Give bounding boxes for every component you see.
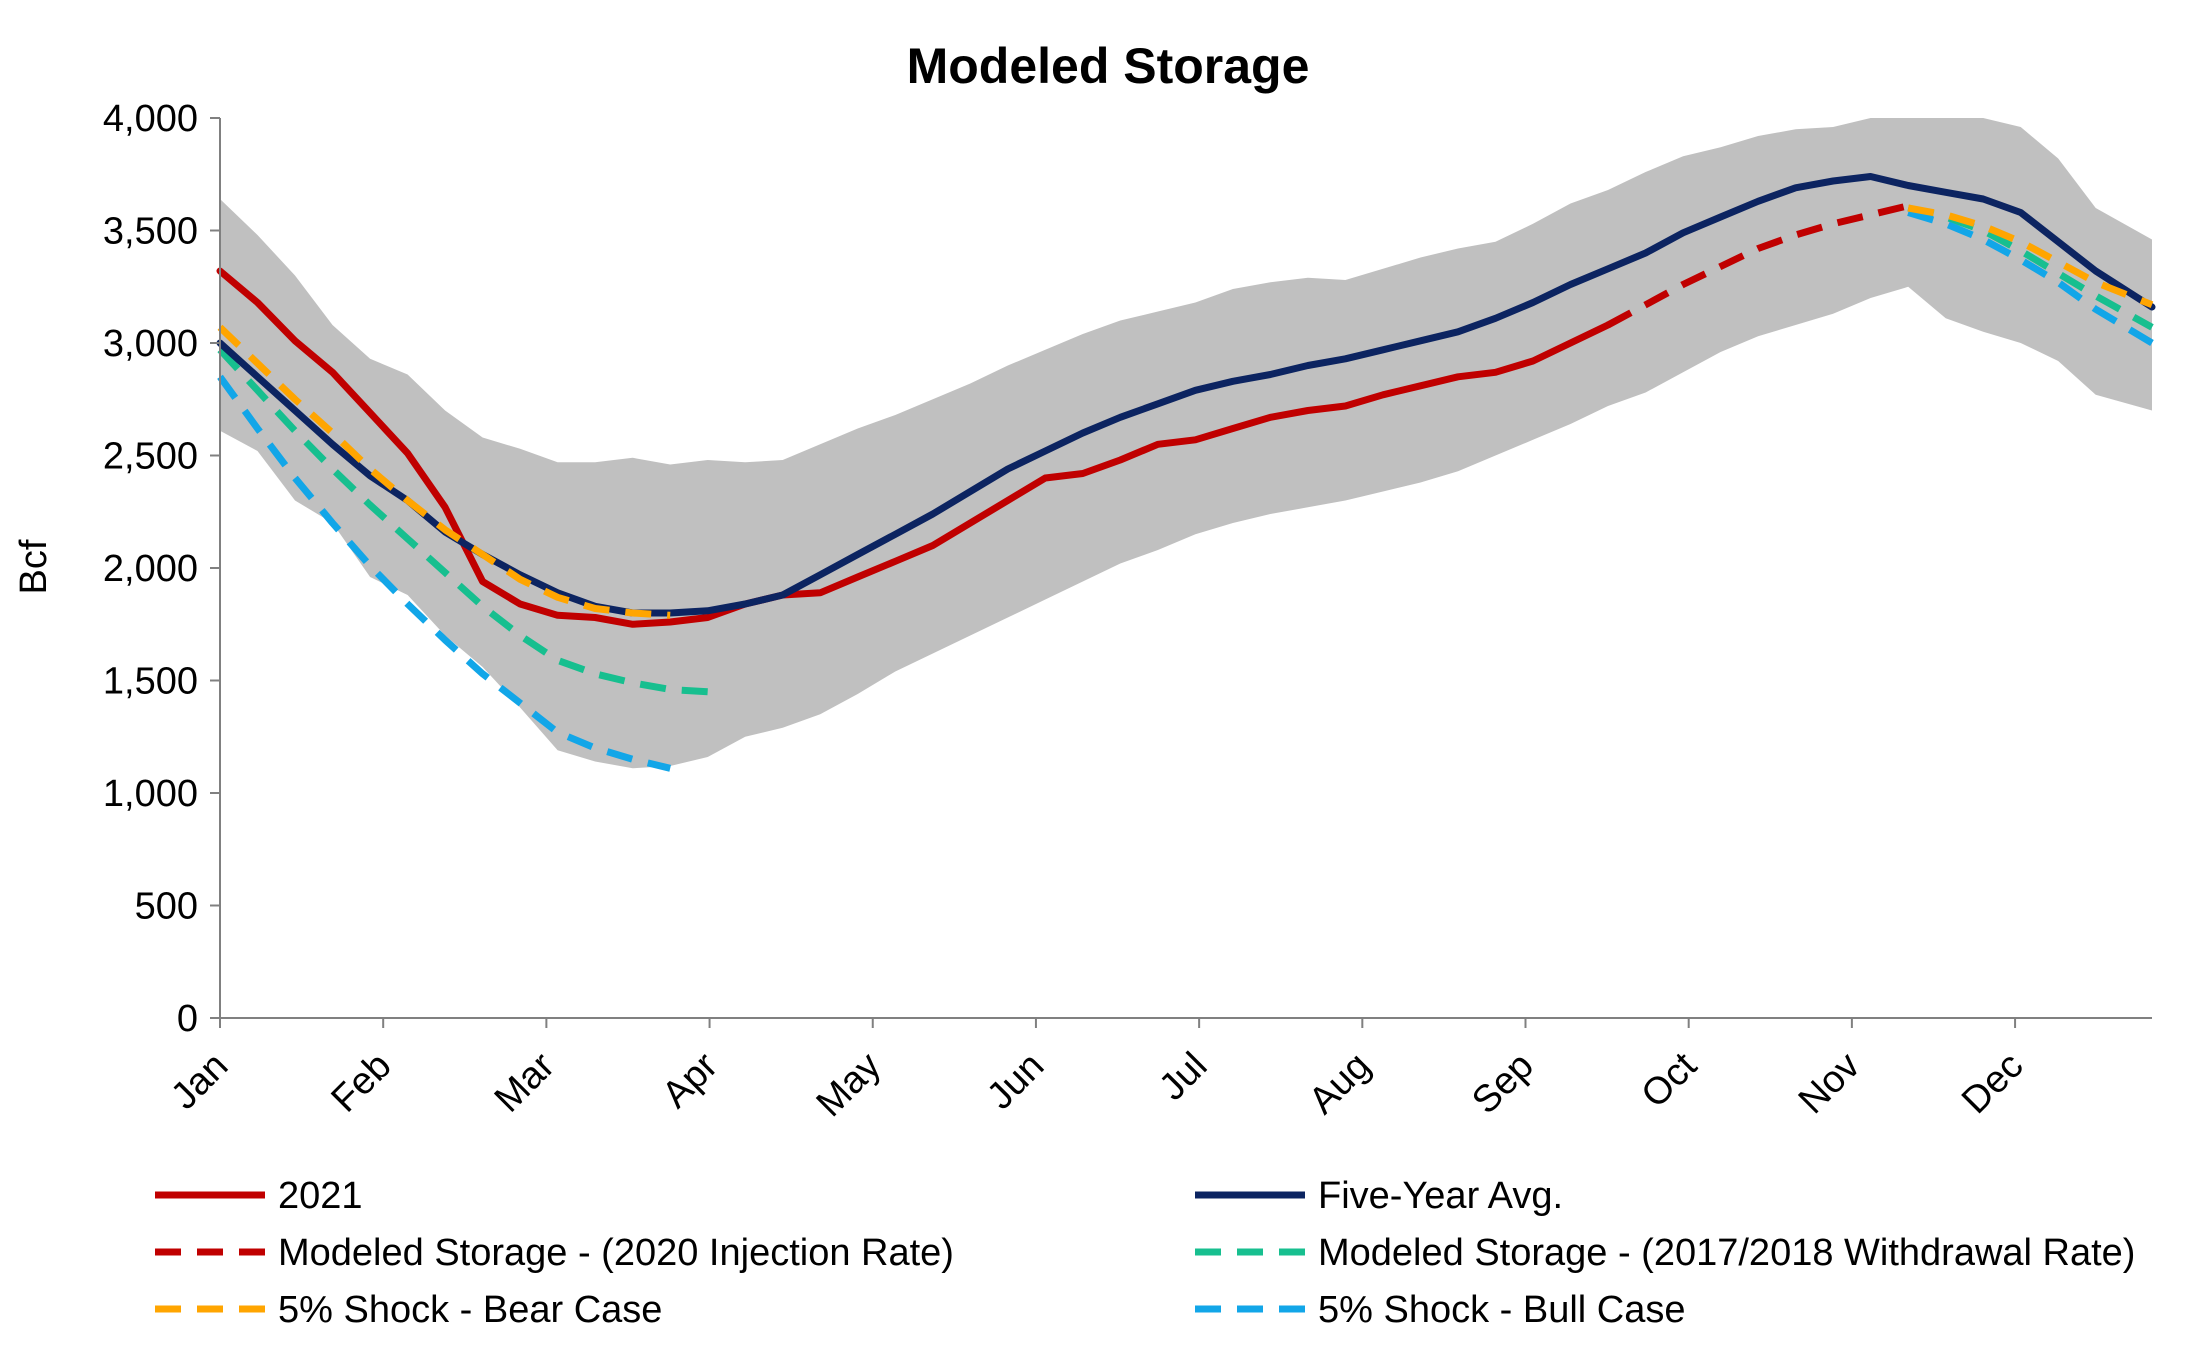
y-tick-label: 1,000 [103,773,198,815]
y-tick-labels: 0 500 1,000 1,500 2,000 2,500 3,000 3,500 4,000 [103,98,220,1040]
legend-label: Five-Year Avg. [1318,1175,1563,1217]
y-tick-label: 3,500 [103,211,198,253]
y-tick-label: 0 [177,998,198,1040]
x-tick-label-oct: Oct [1634,1044,1706,1116]
x-tick-labels: Jan Feb Mar Apr May Jun Jul Aug Sep Oct Nov Dec [163,1018,2031,1125]
legend-item-modeled-storage-2020-injection-rate: Modeled Storage - (2020 Injection Rate) [155,1232,954,1274]
series-line-modeled-storage-2020-injection-rate [1606,202,1910,329]
series-layer [216,173,2156,772]
series-line-5-shock-bull-case-part-2 [1907,209,2154,347]
y-tick-label: 500 [135,886,198,928]
legend: 2021 Five-Year Avg. Modeled Storage - (202… [155,1175,2135,1331]
y-tick-label: 4,000 [103,98,198,140]
legend-item-2021: 2021 [155,1175,363,1217]
series-line-five-year-avg [216,173,2156,617]
y-axis-label: Bcf [13,539,55,594]
legend-item-5-shock-bear-case: 5% Shock - Bear Case [155,1289,662,1331]
legend-label: 2021 [278,1175,363,1217]
legend-label: Modeled Storage - (2020 Injection Rate) [278,1232,954,1274]
x-tick-label-jun: Jun [979,1045,1052,1118]
x-tick-label-mar: Mar [487,1044,563,1120]
x-tick-label-aug: Aug [1301,1045,1379,1123]
x-tick-label-dec: Dec [1954,1045,2031,1122]
x-tick-label-may: May [809,1045,889,1125]
series-line-modeled-storage-2017-2018-withdrawal-rate-part-1 [217,347,708,696]
x-tick-label-jul: Jul [1151,1045,1215,1109]
legend-item-5-shock-bull-case: 5% Shock - Bull Case [1195,1289,1686,1331]
y-tick-label: 1,500 [103,661,198,703]
legend-item-five-year-avg: Five-Year Avg. [1195,1175,1563,1217]
x-tick-label-jan: Jan [163,1045,236,1118]
y-tick-label: 2,500 [103,436,198,478]
x-tick-label-nov: Nov [1791,1045,1868,1122]
series-line-5-shock-bull-case-part-1 [217,374,672,772]
legend-label: Modeled Storage - (2017/2018 Withdrawal … [1318,1232,2135,1274]
legend-label: 5% Shock - Bear Case [278,1289,662,1331]
legend-item-modeled-storage-2017-2018-withdrawal-rate: Modeled Storage - (2017/2018 Withdrawal … [1195,1232,2135,1274]
legend-label: 5% Shock - Bull Case [1318,1289,1686,1331]
x-tick-label-sep: Sep [1464,1045,1542,1123]
series-line-2021 [216,267,1612,628]
series-line-5-shock-bear-case-part-1 [217,324,671,619]
chart-title: Modeled Storage [907,38,1310,94]
y-tick-label: 2,000 [103,548,198,590]
x-tick-label-apr: Apr [654,1044,726,1116]
x-tick-label-feb: Feb [324,1045,400,1121]
y-tick-label: 3,000 [103,323,198,365]
